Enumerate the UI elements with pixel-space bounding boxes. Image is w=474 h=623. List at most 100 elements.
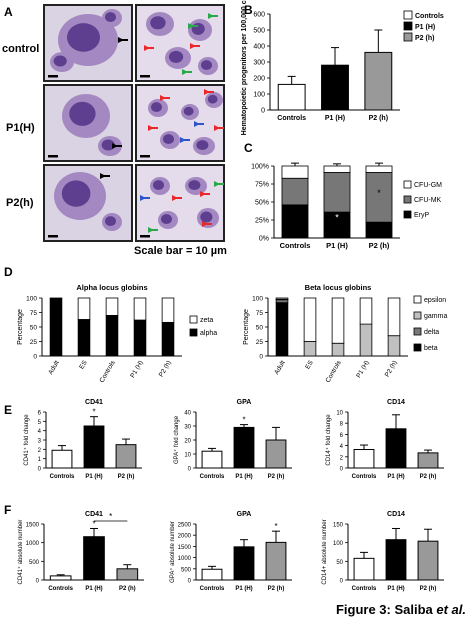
y-tick-label: 500 <box>29 560 40 566</box>
y-tick-label: 300 <box>253 60 265 67</box>
bar-segment <box>387 297 401 337</box>
chart-title: Alpha locus globins <box>76 283 147 292</box>
y-tick-label: 50 <box>256 325 264 332</box>
x-tick-label: Adult <box>47 359 61 375</box>
chart-f-8: 0 500 1000 1500 2000 2500 Controls P1 (H) P2 (h)… <box>169 511 292 592</box>
x-tick-label: ES <box>78 359 89 371</box>
x-tick-label: Controls <box>99 359 118 384</box>
y-tick-label: 6 <box>340 433 344 439</box>
x-tick-label: ES <box>304 359 315 371</box>
bar-segment <box>323 172 351 213</box>
x-tick-label: P1 (H) <box>85 586 102 592</box>
x-tick-label: P2 (h) <box>369 241 390 250</box>
x-tick-label: P1 (H) <box>129 360 144 380</box>
x-tick-label: Controls <box>280 241 311 250</box>
legend-swatch <box>403 210 412 219</box>
significance-star: * <box>92 408 95 417</box>
y-axis-label: GPA⁺ fold change <box>173 415 180 464</box>
chart-title: CD14 <box>387 511 405 518</box>
y-tick-label: 1000 <box>178 556 192 562</box>
y-axis-label: CD14+ absolute number <box>322 519 328 584</box>
y-axis-label: CD41⁺ absolute number <box>17 520 24 585</box>
significance-star: * <box>109 512 112 521</box>
micrograph-tile <box>135 164 225 242</box>
cell-nucleus <box>196 140 209 151</box>
y-tick-label: 50% <box>255 200 269 207</box>
cell-nucleus <box>53 55 67 67</box>
bar <box>265 541 287 581</box>
scale-bar <box>140 155 150 158</box>
row-label-control: control <box>2 43 39 55</box>
bar <box>353 557 375 581</box>
scale-bar-label: Scale bar = 10 µm <box>134 245 227 257</box>
y-tick-label: 0 <box>38 467 42 473</box>
cell-nucleus <box>105 216 116 227</box>
bar-segment <box>303 297 317 342</box>
y-tick-label: 100 <box>333 541 344 547</box>
chart-b-0: 0 100 200 300 400 500 600 Controls P1 (H) P2 (h) H… <box>241 0 400 135</box>
x-tick-label: Controls <box>200 474 225 480</box>
bar-segment <box>365 221 393 239</box>
chart-e-4: 0 1 2 3 4 5 6 Controls P1 (H) P2 (h) CD41 CD41⁺ fol… <box>23 399 142 480</box>
legend-swatch <box>413 295 422 304</box>
bar <box>51 449 73 469</box>
panel-label: B <box>244 3 253 17</box>
legend-swatch <box>189 315 198 324</box>
x-tick-label: P2 (h) <box>420 586 437 592</box>
bar <box>364 51 393 111</box>
x-tick-label: P1 (H) <box>387 586 404 592</box>
legend-swatch <box>413 327 422 336</box>
legend-label: alpha <box>200 330 217 337</box>
bar-segment <box>331 297 345 344</box>
scale-bar <box>140 75 150 78</box>
y-tick-label: 20 <box>184 439 191 445</box>
y-tick-label: 30 <box>184 425 191 431</box>
bar-segment <box>77 319 91 357</box>
y-tick-label: 0 <box>261 108 265 115</box>
chart-title: GPA <box>237 511 252 518</box>
y-tick-label: 2000 <box>178 534 192 540</box>
y-tick-label: 1000 <box>26 541 40 547</box>
chart-e-5: 0 10 20 30 40 Controls P1 (H) P2 (h) GPA GPA⁺ fol… <box>173 399 292 480</box>
y-tick-label: 100 <box>252 296 263 303</box>
x-tick-label: P1 (H) <box>85 474 102 480</box>
bar <box>417 540 439 581</box>
chart-d-3: 0 25 50 75 100 Adult ES Controls P1 (H) P2 (h) Bet… <box>243 283 447 384</box>
cell-nucleus <box>151 102 162 113</box>
cell-nucleus <box>67 23 100 52</box>
cell-nucleus <box>183 106 194 116</box>
bar-segment <box>133 297 147 321</box>
legend-label: P2 (h) <box>415 35 434 42</box>
panel-label: A <box>4 5 13 19</box>
row-label-p1: P1(H) <box>6 122 35 134</box>
x-tick-label: Controls <box>352 474 377 480</box>
panel-label: D <box>4 265 13 279</box>
bar <box>385 539 407 581</box>
bar <box>49 575 72 581</box>
x-tick-label: P2 (h) <box>158 360 173 379</box>
bar <box>83 536 105 581</box>
bar <box>83 425 105 469</box>
bar-segment <box>49 297 63 357</box>
cell-nucleus <box>101 139 115 151</box>
x-tick-label: Controls <box>325 359 344 384</box>
y-tick-label: 10 <box>336 411 343 417</box>
panel-label: F <box>4 503 11 517</box>
y-tick-label: 0 <box>259 354 263 361</box>
y-tick-label: 4 <box>340 444 344 450</box>
panel-label: C <box>244 141 253 155</box>
chart-title: Beta locus globins <box>305 283 372 292</box>
y-tick-label: 25 <box>256 339 264 346</box>
cell-nucleus <box>188 180 201 191</box>
legend-label: CFU-GM <box>414 182 442 189</box>
bar-segment <box>323 165 351 173</box>
bar-segment <box>105 297 119 316</box>
significance-star: * <box>377 188 381 198</box>
y-tick-label: 2 <box>38 448 42 454</box>
bar <box>321 64 349 111</box>
bar-segment <box>281 204 309 239</box>
y-axis-label: Percentage <box>243 309 250 345</box>
x-tick-label: P1 (H) <box>235 586 252 592</box>
